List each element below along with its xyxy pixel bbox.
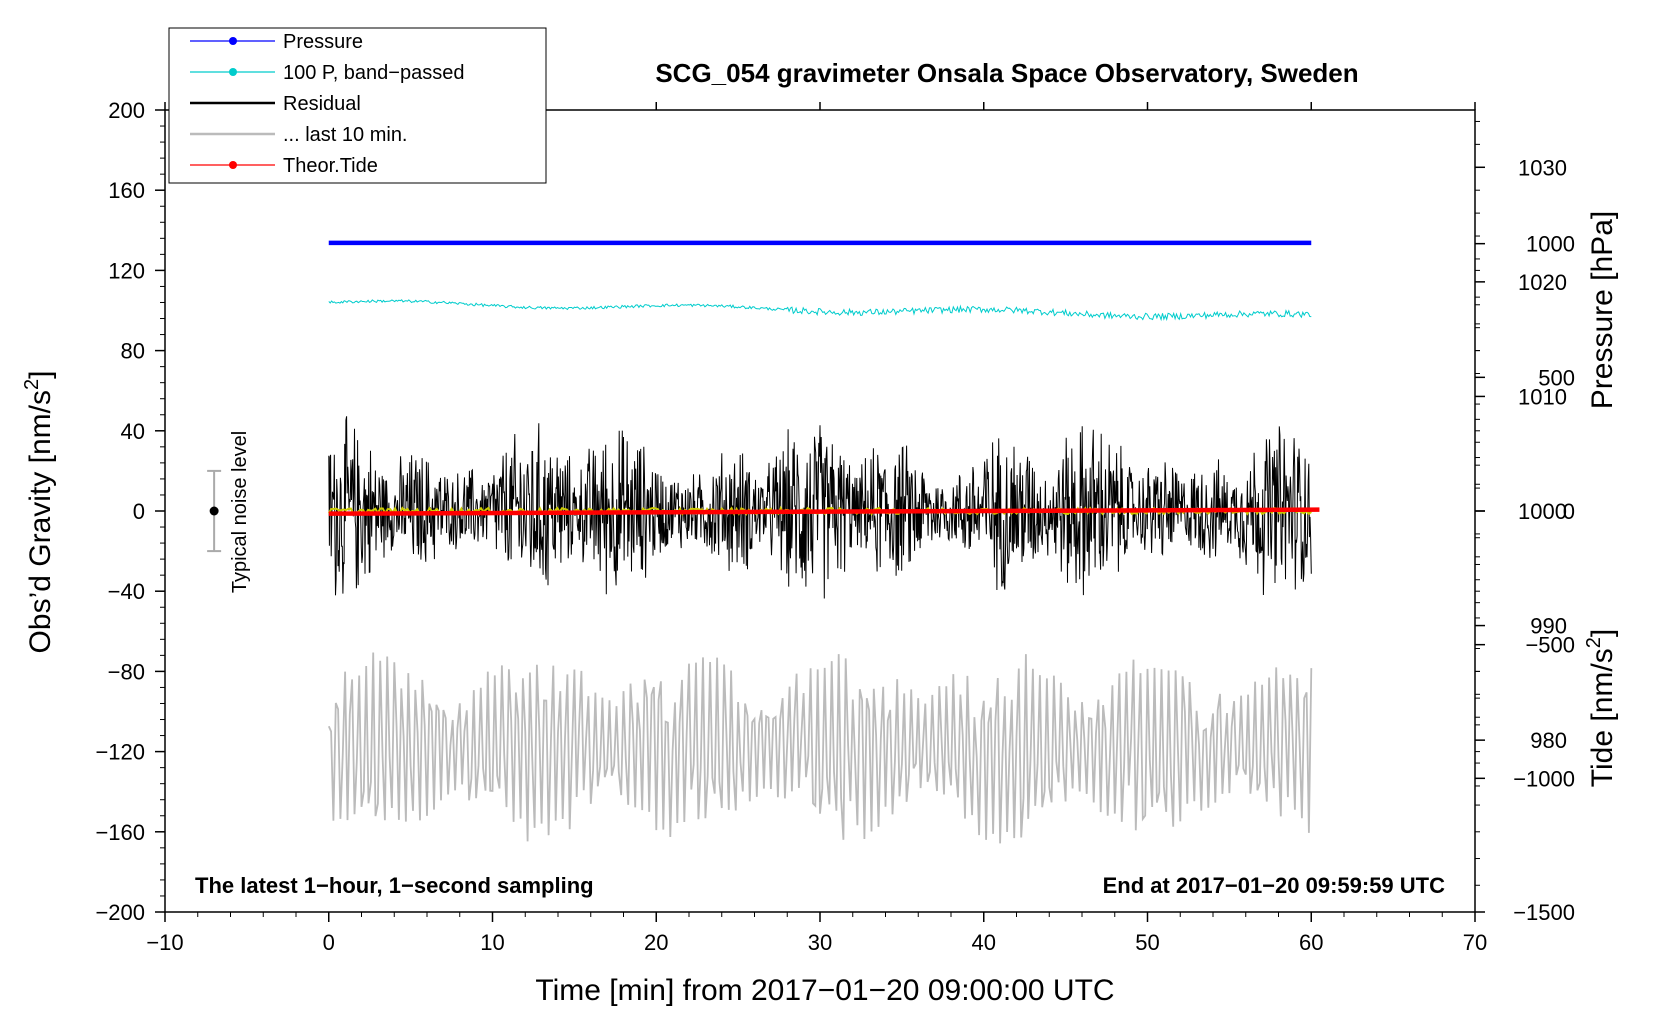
legend: Pressure 100 P, band−passed Residual ... la…: [168, 27, 547, 184]
pressure-tick-label: 1000: [1518, 499, 1567, 524]
y-axis-label-pressure: Pressure [hPa]: [1586, 211, 1619, 409]
legend-label: 100 P, band−passed: [283, 62, 464, 84]
x-tick-label: 40: [972, 930, 996, 955]
y-left-tick-label: −200: [95, 900, 145, 925]
legend-label: Pressure: [283, 31, 363, 53]
y-left-tick-label: −120: [95, 740, 145, 765]
tide-tick-label: −500: [1525, 633, 1575, 658]
series-residual: [328, 416, 1312, 599]
x-tick-label: 70: [1463, 930, 1487, 955]
x-axis-label: Time [min] from 2017−01−20 09:00:00 UTC: [535, 974, 1114, 1007]
tide-tick-label: 1000: [1526, 232, 1575, 257]
y-left-tick-label: −160: [95, 820, 145, 845]
pressure-tick-label: 980: [1530, 728, 1567, 753]
y-left-tick-label: 80: [121, 339, 145, 364]
pressure-tick-label: 1010: [1518, 384, 1567, 409]
series-last-10-min: [327, 652, 1313, 844]
y-left-tick-label: −80: [108, 659, 145, 684]
plot-area: [207, 240, 1320, 844]
x-tick-label: −10: [146, 930, 183, 955]
legend-label: ... last 10 min.: [283, 124, 408, 146]
y-left-tick-label: 120: [108, 258, 145, 283]
y-left-tick-label: 0: [133, 499, 145, 524]
y-axis-label-tide: Tide [nm/s2]: [1583, 629, 1619, 787]
y-left-tick-label: 200: [108, 98, 145, 123]
noise-bar-point: [209, 506, 219, 516]
tide-tick-label: 500: [1538, 365, 1575, 390]
tide-tick-label: −1000: [1513, 766, 1575, 791]
legend-box: [168, 27, 547, 184]
pressure-tick-label: 990: [1530, 614, 1567, 639]
pressure-tick-label: 1030: [1518, 155, 1567, 180]
legend-marker: [229, 37, 237, 45]
y-left-tick-label: 40: [121, 419, 145, 444]
x-tick-label: 30: [808, 930, 832, 955]
pressure-tick-label: 1020: [1518, 270, 1567, 295]
y-axis-label-left: Obs’d Gravity [nm/s2]: [21, 371, 57, 654]
legend-label: Residual: [283, 93, 361, 115]
legend-marker: [229, 161, 237, 169]
y-left-tick-label: −40: [108, 579, 145, 604]
x-tick-label: 0: [323, 930, 335, 955]
chart-title: SCG_054 gravimeter Onsala Space Observat…: [655, 58, 1358, 88]
axes: −10 0 10 20 30 40 50 60 7020016012080400−40−80−1…: [95, 98, 1575, 955]
annotation-sampling: The latest 1−hour, 1−second sampling: [195, 873, 594, 898]
x-tick-label: 60: [1299, 930, 1323, 955]
legend-label: Theor.Tide: [283, 155, 378, 177]
series-theoretical-tide: [328, 507, 1320, 516]
tide-tick-label: 0: [1563, 499, 1575, 524]
x-tick-label: 20: [644, 930, 668, 955]
x-tick-label: 10: [480, 930, 504, 955]
annotation-end-time: End at 2017−01−20 09:59:59 UTC: [1103, 873, 1446, 898]
y-left-tick-label: 160: [108, 178, 145, 203]
tide-tick-label: −1500: [1513, 900, 1575, 925]
x-tick-label: 50: [1135, 930, 1159, 955]
noise-level-label: Typical noise level: [229, 431, 251, 593]
legend-marker: [229, 68, 237, 76]
series-band-passed-pressure: [328, 299, 1312, 322]
